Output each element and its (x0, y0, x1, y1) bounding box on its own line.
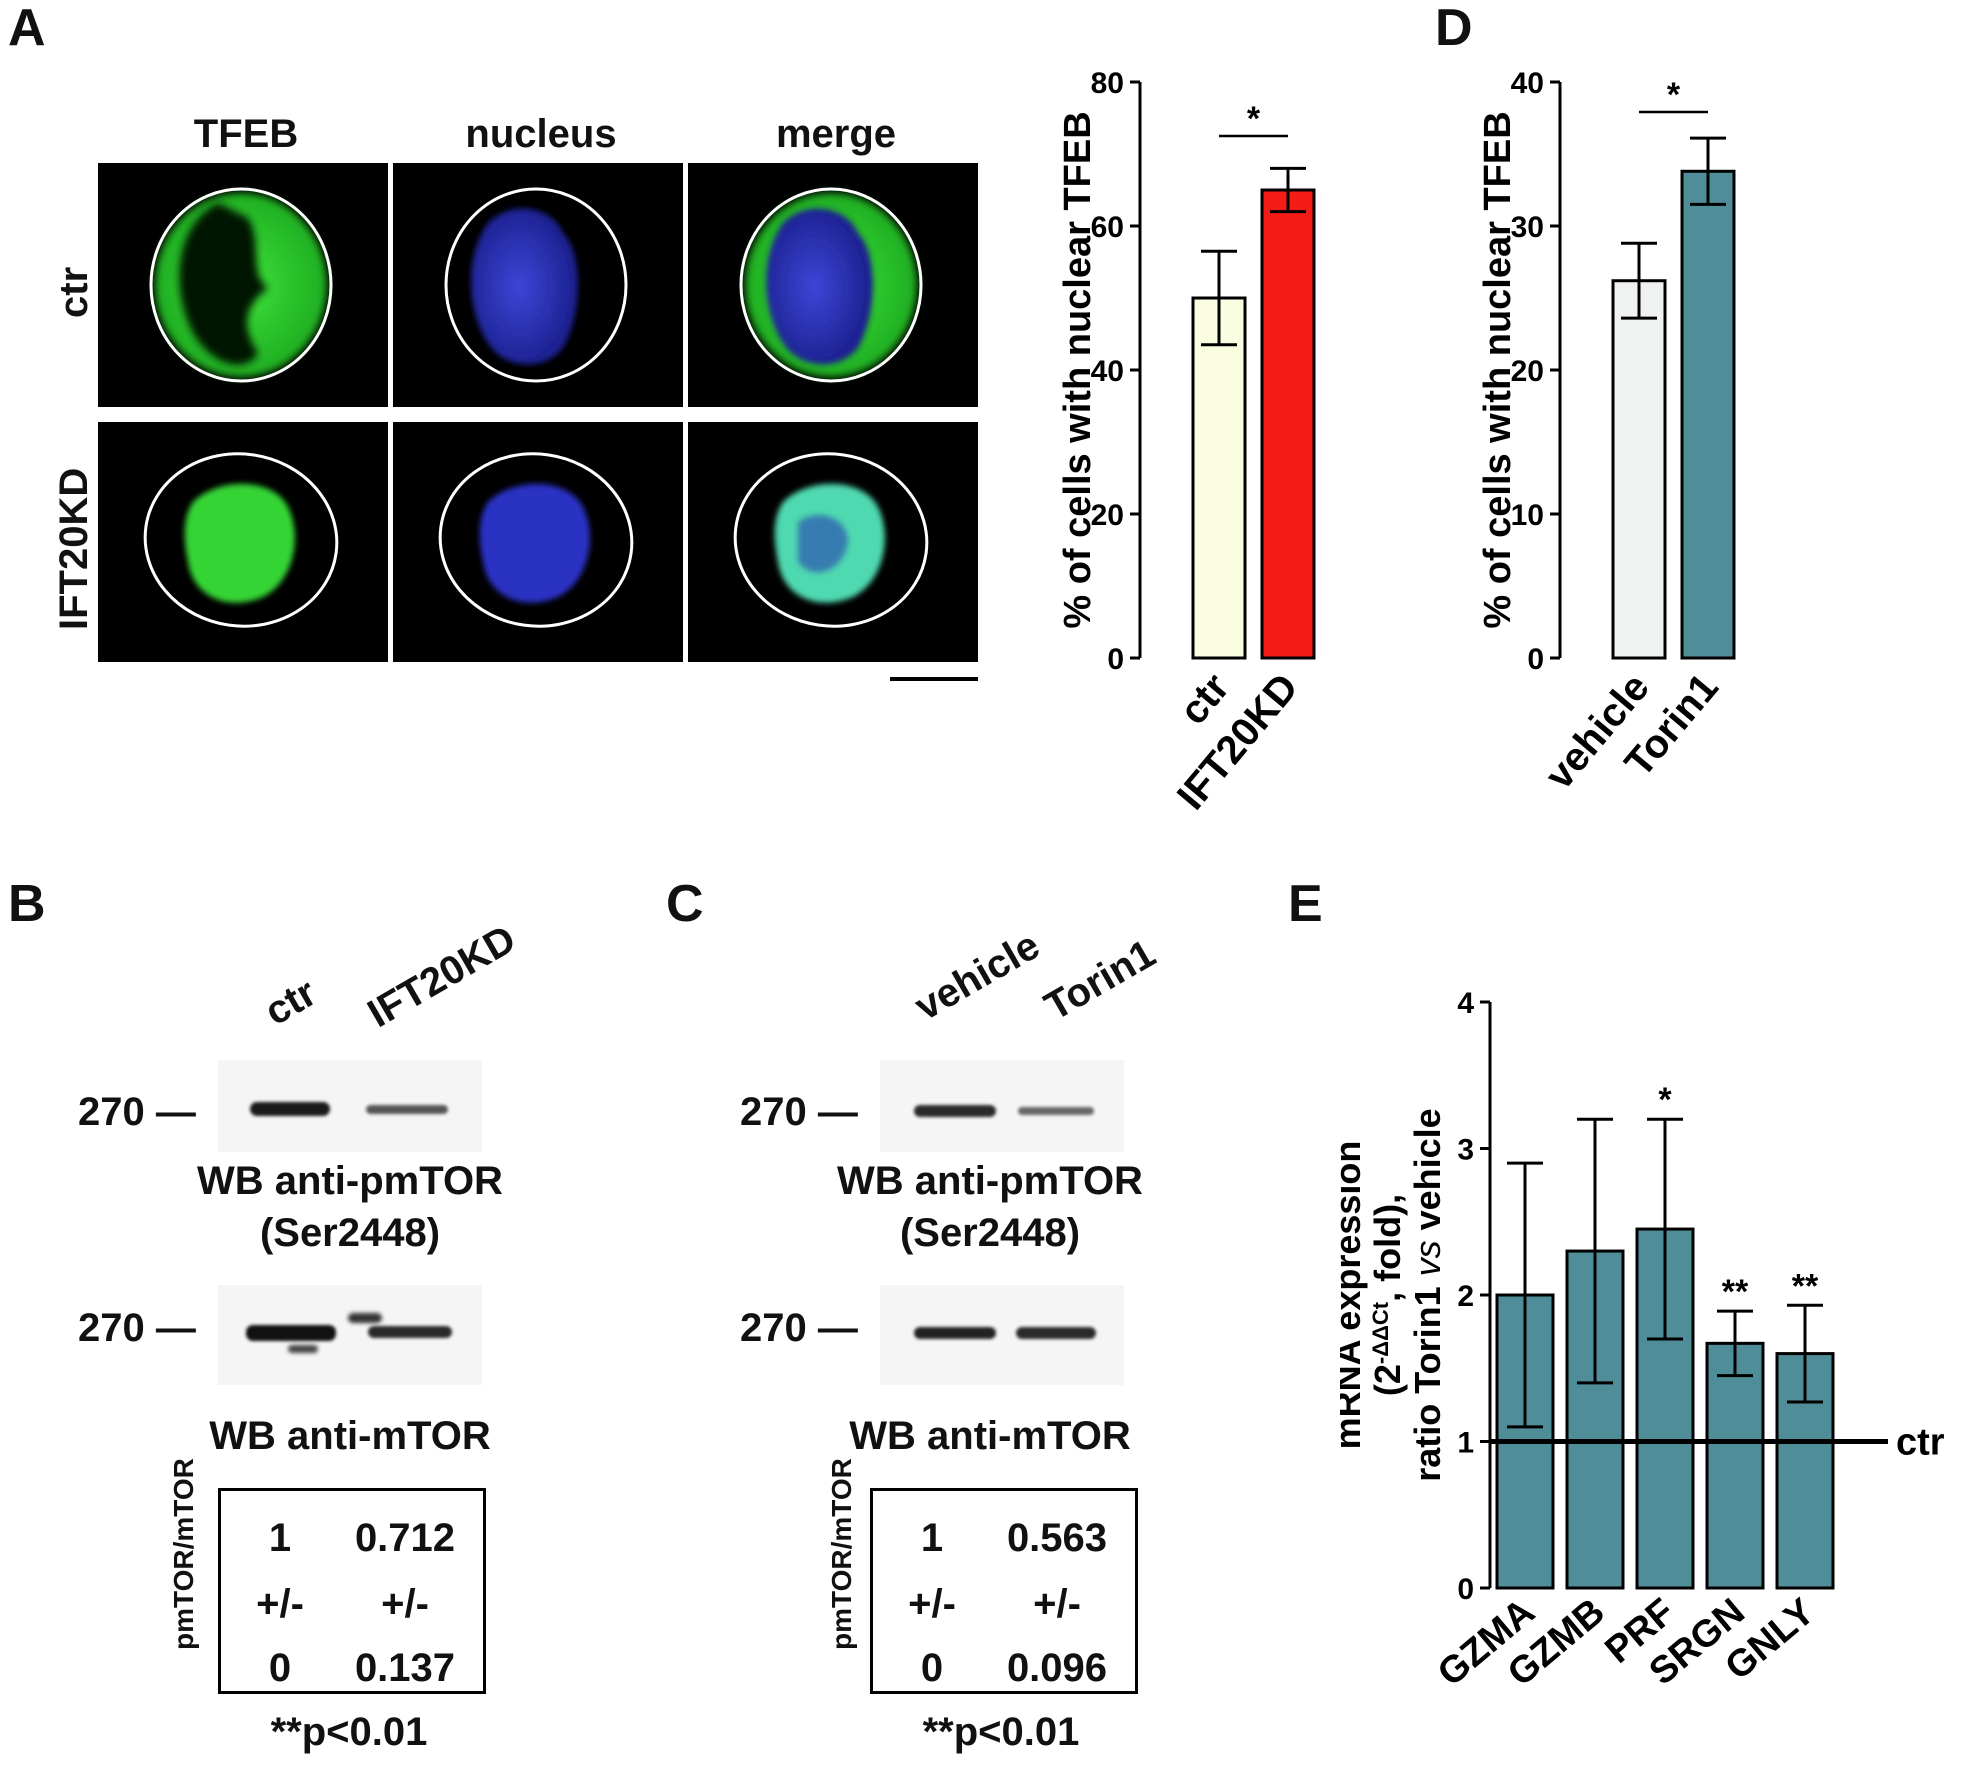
panel-letter-b: B (8, 875, 46, 933)
significance-marker: * (1658, 1081, 1672, 1119)
mw-marker-b-1: 270 — (78, 1090, 196, 1134)
row-label-ift20kd: IFT20KD (52, 467, 96, 630)
y-tick-label: 80 (1091, 67, 1124, 100)
panel-letter-d: D (1435, 0, 1473, 57)
y-tick-label: 0 (1107, 643, 1124, 676)
y-tick-label: 30 (1511, 211, 1544, 244)
panel-letter-a: A (8, 0, 46, 57)
quant-b-label: pmTOR/mTOR (168, 1458, 199, 1650)
blot-c-mtor (880, 1285, 1124, 1385)
significance-marker: ** (1722, 1273, 1749, 1311)
quant-b-sd-2: 0.137 (354, 1646, 456, 1690)
blot-b-pmtor (218, 1060, 482, 1152)
blot-c-mtor-label: WB anti-mTOR (849, 1414, 1131, 1458)
quant-b-pm-2: +/- (381, 1582, 429, 1626)
blot-b-mtor-label: WB anti-mTOR (209, 1414, 491, 1458)
scale-bar (890, 677, 978, 681)
micrograph-ift20kd-nucleus (393, 422, 683, 662)
y-tick-label: 0 (1527, 643, 1544, 676)
bar (1191, 296, 1247, 660)
y-tick-label: 40 (1091, 355, 1124, 388)
y-axis-label-line2: (2-ΔΔCt, fold), (1367, 1194, 1408, 1396)
blot-b-pmtor-label: WB anti-pmTOR (Ser2448) (150, 1155, 550, 1259)
blot-c-pmtor-sub: (Ser2448) (899, 1211, 1081, 1255)
y-tick-label: 0 (1457, 1573, 1474, 1606)
quant-c-mean-1: 1 (920, 1516, 944, 1560)
blot-c-pmtor-label: WB anti-pmTOR (Ser2448) (790, 1155, 1190, 1259)
micrograph-ctr-nucleus (393, 163, 683, 407)
bar (1705, 1341, 1765, 1590)
y-tick-label: 40 (1511, 67, 1544, 100)
pvalue-c: **p<0.01 (922, 1710, 1080, 1754)
row-label-ctr: ctr (52, 266, 96, 318)
quant-c-pm-2: +/- (1033, 1582, 1081, 1626)
lane-label-b-ctr: ctr (257, 970, 324, 1035)
micrograph-ift20kd-merge (688, 422, 978, 662)
mw-marker-c-1: 270 — (740, 1090, 858, 1134)
micrograph-ift20kd-tfeb (98, 422, 388, 662)
lane-label-c-torin1: Torin1 (1037, 931, 1163, 1030)
micrograph-ctr-tfeb (98, 163, 388, 407)
y-axis-label-line1: mRNA expression (1340, 1141, 1368, 1450)
y-tick-label: 10 (1511, 499, 1544, 532)
pvalue-b: **p<0.01 (270, 1710, 428, 1754)
quant-b-mean-1: 1 (268, 1516, 292, 1560)
quant-b-pm-1: +/- (256, 1582, 304, 1626)
significance-marker: * (1247, 100, 1261, 138)
column-header-nucleus: nucleus (465, 112, 617, 156)
y-tick-label: 1 (1457, 1427, 1474, 1460)
blot-b-pmtor-sub: (Ser2448) (259, 1211, 441, 1255)
significance-marker: ** (1792, 1267, 1819, 1305)
panel-letter-e: E (1288, 875, 1323, 933)
y-tick-label: 60 (1091, 211, 1124, 244)
bar (1260, 188, 1316, 660)
y-tick-label: 2 (1457, 1280, 1474, 1313)
significance-marker: * (1667, 76, 1681, 114)
quant-c-pm-1: +/- (908, 1582, 956, 1626)
y-tick-label: 20 (1091, 499, 1124, 532)
quant-c-sd-2: 0.096 (1006, 1646, 1108, 1690)
y-tick-label: 20 (1511, 355, 1544, 388)
quant-c-label: pmTOR/mTOR (826, 1458, 857, 1650)
quant-box-c (870, 1488, 1138, 1694)
quant-b-sd-1: 0 (268, 1646, 292, 1690)
panel-letter-c: C (666, 875, 704, 933)
y-tick-label: 4 (1457, 987, 1474, 1020)
lane-label-b-ift20kd: IFT20KD (360, 916, 524, 1037)
blot-b-mtor (218, 1285, 482, 1385)
y-axis-label-line3: ratio Torin1 vs vehicle (1407, 1108, 1448, 1481)
blot-b-pmtor-title: WB anti-pmTOR (197, 1159, 503, 1203)
bar (1611, 279, 1667, 660)
mw-marker-b-2: 270 — (78, 1306, 196, 1350)
quant-c-sd-1: 0 (920, 1646, 944, 1690)
quant-c-mean-2: 0.563 (1006, 1516, 1108, 1560)
blot-c-pmtor (880, 1060, 1124, 1152)
mw-marker-c-2: 270 — (740, 1306, 858, 1350)
y-axis-label: % of cells with nuclear TFEB (1480, 111, 1519, 628)
y-tick-label: 3 (1457, 1134, 1474, 1167)
blot-c-pmtor-title: WB anti-pmTOR (837, 1159, 1143, 1203)
micrograph-ctr-merge (688, 163, 978, 407)
bar (1680, 169, 1736, 660)
quant-b-mean-2: 0.712 (354, 1516, 456, 1560)
y-axis-label: % of cells with nuclear TFEB (1060, 111, 1099, 628)
lane-label-c-vehicle: vehicle (907, 923, 1047, 1030)
column-header-merge: merge (775, 112, 897, 156)
quant-box-b (218, 1488, 486, 1694)
reference-label: ctr (1896, 1422, 1945, 1464)
column-header-tfeb: TFEB (193, 112, 299, 156)
